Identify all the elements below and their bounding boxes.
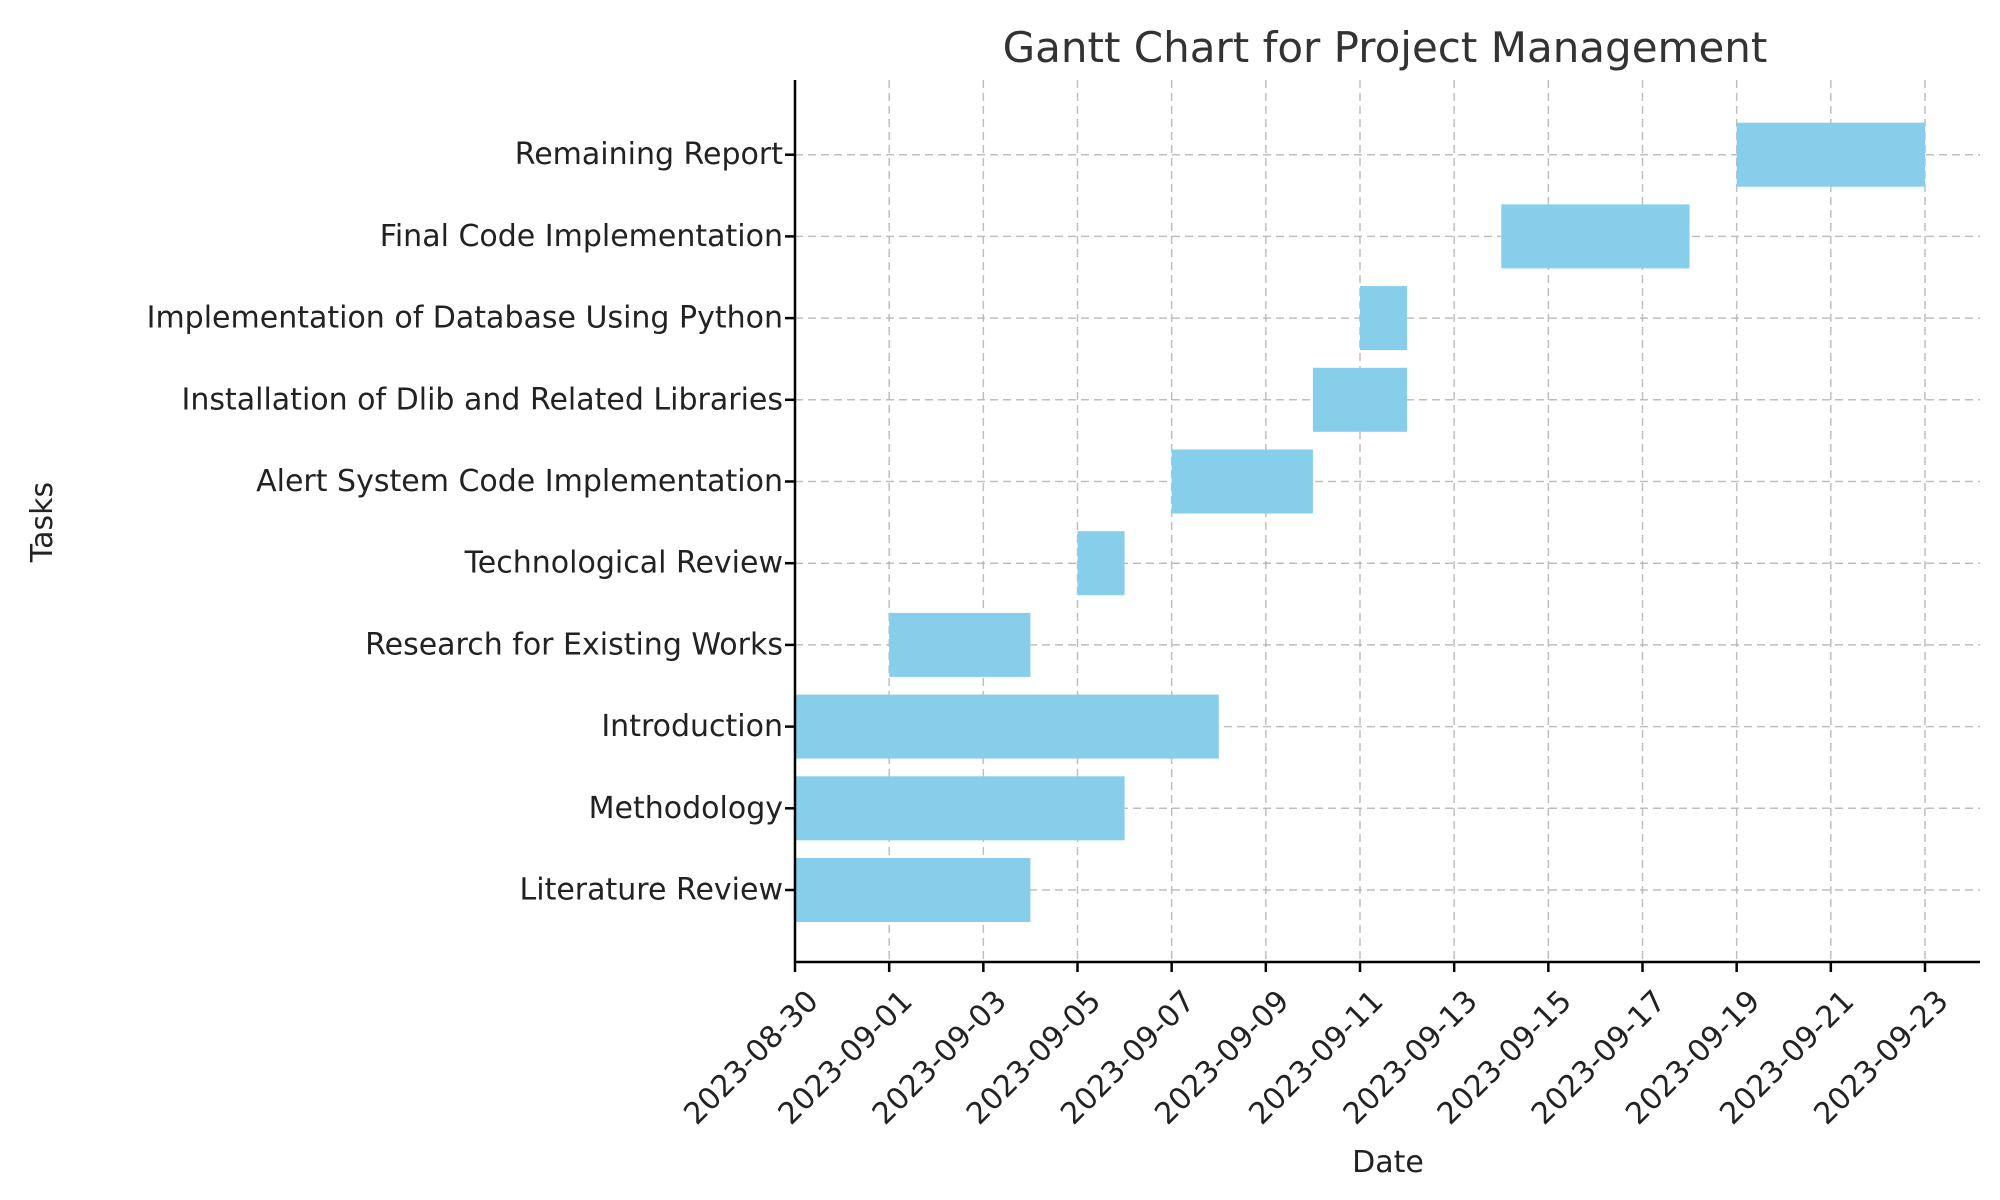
y-tick-label: Remaining Report [515,137,784,172]
task-bar [1171,449,1313,514]
y-tick-label: Research for Existing Works [365,627,783,662]
task-bar [795,776,1125,841]
y-tick-labels: Literature Review Methodology Introduction… [147,137,795,908]
task-bar [889,612,1031,677]
task-bar [795,858,1031,922]
y-tick-label: Methodology [589,791,783,826]
chart-title: Gantt Chart for Project Management [1003,23,1768,72]
y-tick-label: Implementation of Database Using Python [147,301,783,336]
task-bar [1736,122,1925,187]
y-tick-label: Final Code Implementation [380,219,783,254]
x-tick-labels: 2023-08-302023-09-012023-09-032023-09-05… [677,962,1956,1132]
y-tick-label: Literature Review [520,873,783,908]
y-tick-label: Technological Review [464,546,783,581]
task-bar [795,694,1219,759]
task-bars [795,122,1925,922]
y-tick-label: Alert System Code Implementation [256,464,783,499]
y-tick-label: Introduction [601,709,783,744]
axes [793,80,1980,964]
task-bar [1501,204,1690,269]
task-bar [1360,286,1408,351]
y-axis-title: Tasks [25,482,60,563]
task-bar [1077,531,1125,596]
x-axis-title: Date [1352,1145,1424,1180]
task-bar [1312,367,1408,432]
y-tick-label: Installation of Dlib and Related Librari… [181,382,783,417]
